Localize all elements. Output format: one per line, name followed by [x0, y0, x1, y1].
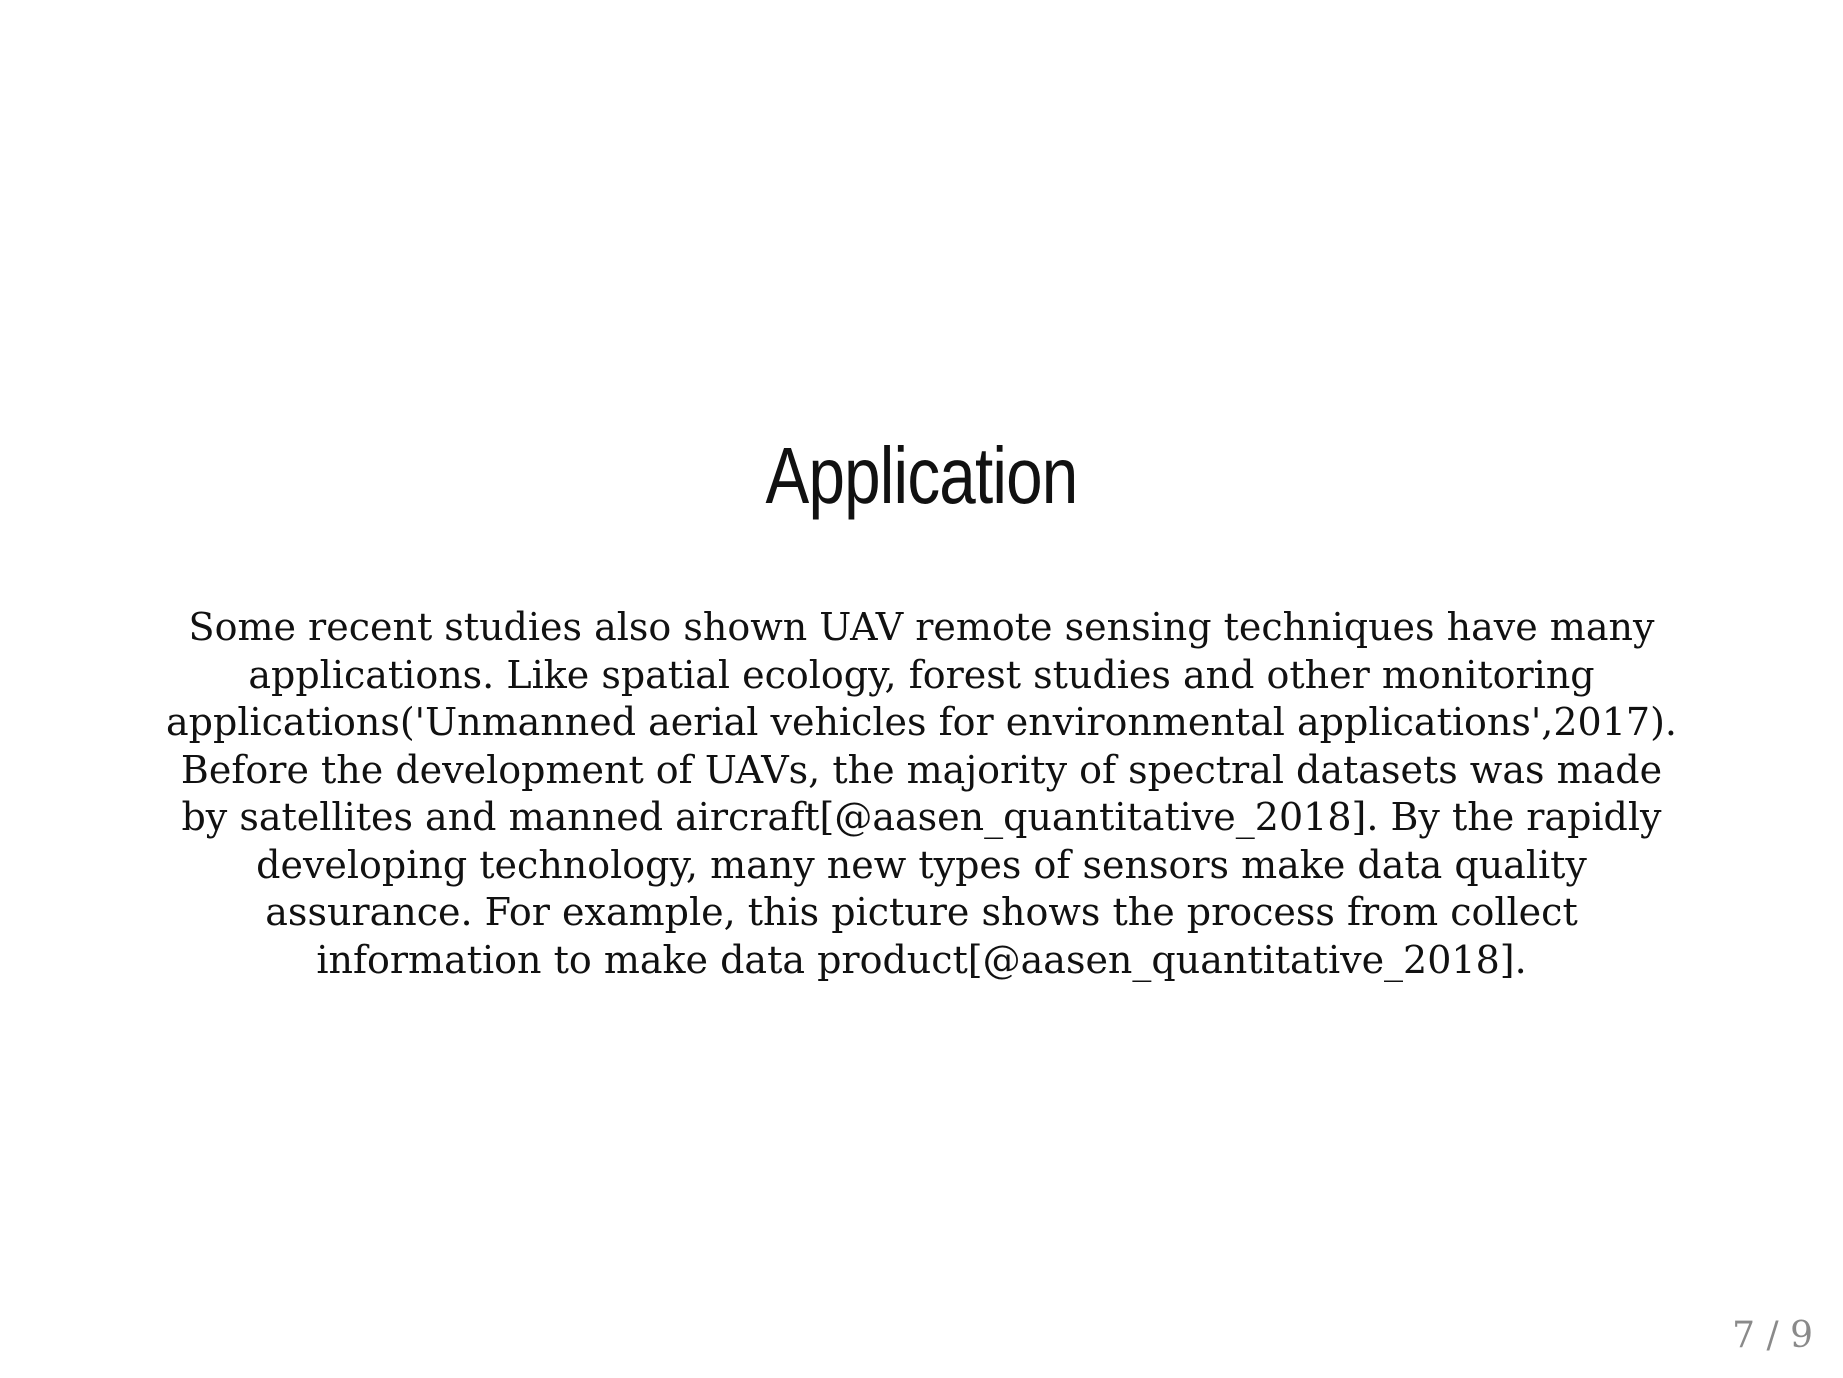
page-number: 7 / 9 [1732, 1315, 1813, 1356]
slide-title: Application [765, 431, 1079, 520]
slide-body-text: Some recent studies also shown UAV remot… [166, 605, 1677, 982]
